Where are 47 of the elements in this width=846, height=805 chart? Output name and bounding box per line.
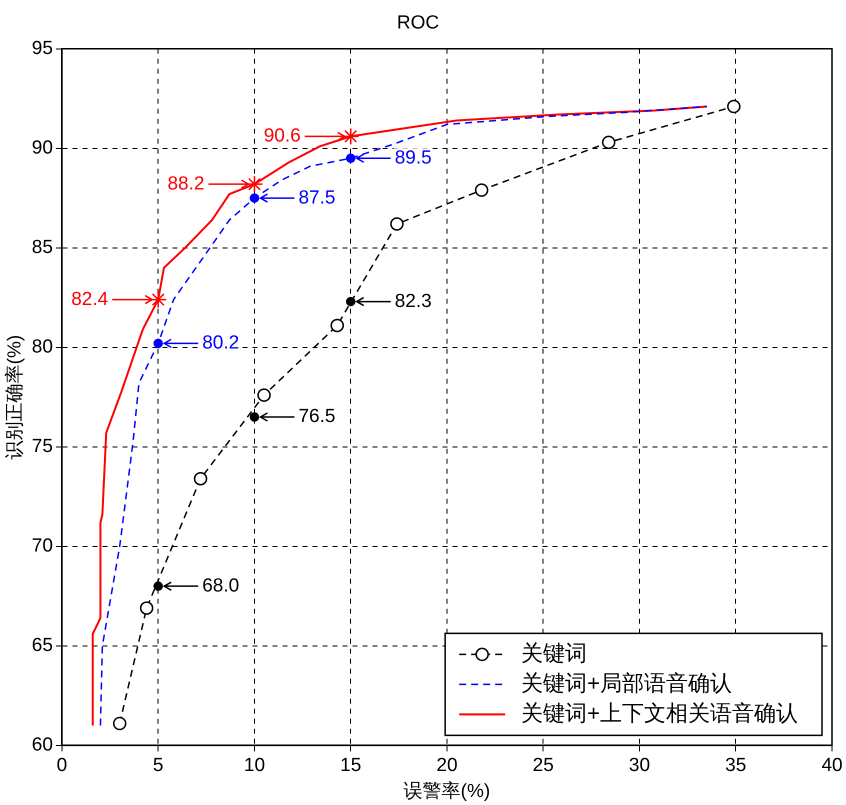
point <box>153 581 163 591</box>
x-tick-label: 30 <box>628 755 650 776</box>
point <box>346 154 356 164</box>
legend-label: 关键词 <box>521 640 588 666</box>
point <box>250 412 260 422</box>
point <box>250 193 260 203</box>
y-tick-label: 60 <box>32 734 53 756</box>
legend-label: 关键词+局部语音确认 <box>521 670 732 696</box>
y-tick-label: 90 <box>32 138 53 159</box>
x-tick-label: 10 <box>244 755 266 776</box>
data-label: 89.5 <box>394 148 432 168</box>
point <box>390 217 404 231</box>
point <box>602 136 616 150</box>
point <box>153 338 163 348</box>
data-label: 82.3 <box>394 290 432 312</box>
y-tick-label: 75 <box>32 436 53 458</box>
x-tick-label: 35 <box>725 755 746 776</box>
x-tick-label: 5 <box>152 755 164 776</box>
y-tick-label: 65 <box>32 635 53 656</box>
x-tick-label: 25 <box>532 755 554 776</box>
data-label: 76.5 <box>298 406 336 428</box>
x-tick-label: 40 <box>821 755 843 776</box>
x-tick-label: 15 <box>340 755 362 776</box>
y-tick-label: 95 <box>32 38 53 60</box>
data-label: 88.2 <box>167 173 204 194</box>
y-tick-label: 85 <box>32 237 53 258</box>
data-label: 68.0 <box>202 575 240 596</box>
legend-label: 关键词+上下文相关语音确认 <box>521 700 798 726</box>
y-tick-label: 80 <box>32 336 53 358</box>
point <box>727 100 741 114</box>
y-axis-title: 识别正确率(%) <box>4 334 26 460</box>
point <box>257 388 271 402</box>
point <box>346 296 356 306</box>
point <box>112 716 126 730</box>
data-label: 87.5 <box>298 187 336 208</box>
data-label: 90.6 <box>264 126 301 147</box>
point <box>194 472 208 486</box>
point <box>330 318 344 332</box>
x-axis-title: 误警率(%) <box>404 780 490 802</box>
y-tick-label: 70 <box>32 536 53 557</box>
point <box>140 601 154 615</box>
data-label: 82.4 <box>71 288 109 310</box>
chart-title: ROC <box>396 12 440 34</box>
data-label: 80.2 <box>202 332 240 354</box>
point <box>474 183 488 197</box>
x-tick-label: 0 <box>56 755 68 776</box>
x-tick-label: 20 <box>436 755 458 776</box>
